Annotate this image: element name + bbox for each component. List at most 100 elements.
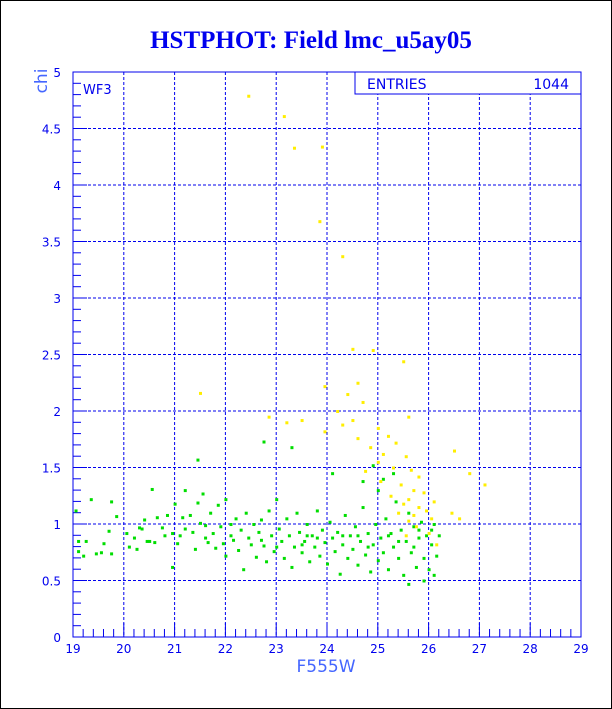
y-tick-label: 4.5 [42, 123, 61, 137]
green-data-point [402, 573, 406, 577]
green-data-point [407, 582, 411, 586]
green-data-point [305, 534, 309, 538]
y-tick-label: 4 [53, 179, 61, 193]
yellow-data-point [407, 519, 411, 523]
yellow-data-point [397, 511, 401, 515]
yellow-data-point [323, 430, 327, 434]
green-data-point [214, 546, 218, 550]
green-data-point [143, 518, 147, 522]
yellow-data-point [336, 410, 340, 413]
green-data-point [145, 539, 149, 543]
yellow-data-point [402, 360, 406, 364]
grid [73, 72, 581, 637]
green-data-point [432, 523, 436, 526]
green-data-point [381, 551, 385, 555]
green-data-point [196, 458, 200, 462]
green-data-point [331, 536, 335, 540]
green-data-point [389, 532, 393, 536]
yellow-data-point [399, 483, 403, 487]
y-tick-label: 1 [53, 518, 61, 532]
green-data-point [257, 530, 261, 534]
green-data-point [435, 554, 439, 558]
green-data-point [381, 477, 385, 481]
x-tick-label: 27 [472, 642, 487, 656]
green-data-point [285, 517, 289, 521]
green-data-point [77, 550, 81, 554]
y-tick-label: 5 [53, 66, 61, 80]
green-data-point [417, 536, 421, 540]
green-data-point [275, 498, 279, 502]
yellow-data-point [381, 452, 385, 456]
green-data-point [221, 542, 225, 546]
green-data-point [359, 539, 363, 543]
green-data-point [341, 543, 345, 547]
green-data-point [399, 528, 403, 532]
yellow-data-point [341, 255, 345, 259]
green-data-point [376, 489, 380, 493]
green-data-point [338, 572, 342, 576]
yellow-data-point [379, 480, 383, 484]
yellow-data-point [351, 419, 355, 423]
wf3-annotation: WF3 [83, 83, 112, 98]
green-data-point [280, 539, 284, 543]
green-data-point [127, 545, 131, 549]
green-data-point [328, 520, 332, 524]
green-data-point [267, 509, 271, 513]
green-data-point [275, 545, 279, 549]
green-data-point [138, 526, 142, 530]
yellow-data-point [318, 220, 322, 224]
green-data-point [224, 554, 228, 558]
green-data-point [318, 554, 322, 558]
green-data-point [239, 528, 243, 532]
green-data-point [371, 464, 375, 468]
green-data-point [392, 472, 396, 476]
green-data-point [361, 480, 365, 484]
green-data-point [290, 446, 294, 450]
yellow-data-point [412, 489, 416, 493]
green-data-point [326, 562, 329, 566]
green-data-point [432, 573, 436, 577]
green-data-point [77, 539, 81, 543]
yellow-data-point [404, 534, 408, 538]
green-data-point [110, 500, 114, 504]
y-tick-label: 0.5 [42, 575, 61, 589]
green-data-point [422, 556, 426, 560]
green-data-point [343, 513, 347, 517]
green-data-point [356, 563, 360, 567]
green-data-point [160, 526, 164, 530]
yellow-data-point [282, 115, 286, 119]
green-data-point [366, 545, 370, 549]
yellow-data-point [356, 437, 360, 441]
green-data-point [310, 534, 314, 538]
green-data-point [102, 542, 106, 546]
green-data-point [336, 530, 340, 534]
green-data-point [333, 550, 337, 554]
yellow-data-point [371, 348, 375, 352]
yellow-data-point [389, 494, 393, 498]
green-data-point [232, 538, 236, 542]
yellow-data-point [425, 509, 429, 513]
green-data-point [265, 560, 269, 564]
yellow-data-point [417, 506, 421, 510]
yellow-data-point [402, 502, 406, 506]
green-data-point [430, 528, 434, 532]
green-data-point [397, 539, 401, 543]
green-data-point [407, 511, 411, 515]
yellow-data-point [292, 146, 296, 150]
green-data-point [229, 534, 233, 538]
yellow-data-point [468, 472, 472, 476]
green-data-point [374, 523, 378, 526]
stats-entries-value: 1044 [533, 77, 569, 93]
x-tick-label: 21 [167, 642, 182, 656]
green-data-point [99, 551, 103, 555]
green-data-point [148, 539, 152, 543]
yellow-data-point [432, 500, 436, 504]
yellow-data-point [199, 391, 202, 395]
green-data-point [150, 487, 154, 491]
green-data-point [277, 527, 281, 531]
green-data-point [422, 579, 426, 583]
yellow-data-point [346, 393, 350, 397]
green-data-point [259, 518, 263, 522]
green-data-point [262, 544, 266, 548]
green-data-point [229, 523, 233, 526]
